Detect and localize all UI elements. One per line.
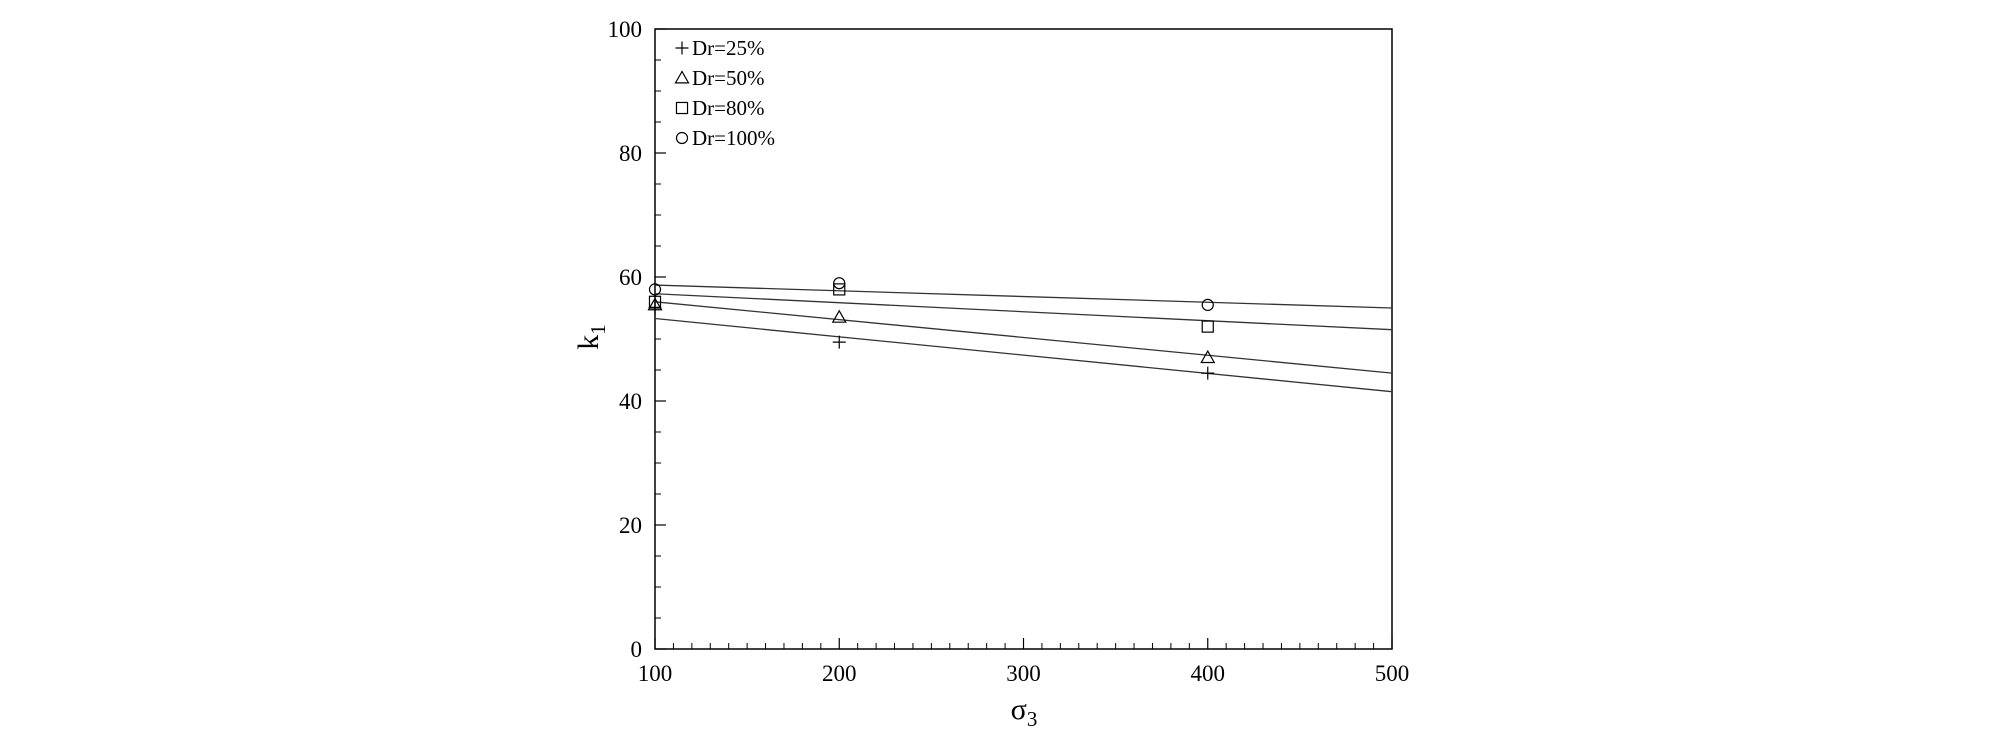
y-tick-labels: 0 20 40 60 80 100 [608, 17, 643, 662]
y-axis-title: k1 [572, 324, 610, 350]
data-point-dr-50 [647, 297, 663, 311]
legend-marker-dr-50 [674, 70, 690, 84]
data-point-dr-100 [833, 277, 846, 290]
y-axis-title-main: k [572, 335, 605, 350]
major-ticks [654, 28, 1393, 650]
data-point-dr-100 [648, 283, 662, 296]
data-point-dr-80 [648, 295, 662, 308]
x-tick-label: 200 [822, 661, 857, 686]
fit-lines [654, 284, 1393, 393]
legend-label-dr-50: Dr=50% [692, 66, 765, 90]
data-point-dr-80 [833, 283, 846, 296]
data-points [647, 277, 1216, 380]
legend-label-dr-25: Dr=25% [692, 36, 765, 60]
x-axis-title: σ3 [1011, 693, 1038, 731]
data-point-dr-50 [1200, 349, 1216, 364]
x-axis-title-main: σ [1011, 693, 1027, 726]
fit-line-dr-80 [654, 293, 1393, 331]
y-tick-label: 0 [631, 637, 643, 662]
legend-label-dr-100: Dr=100% [692, 126, 775, 150]
data-point-dr-80 [1201, 320, 1214, 333]
y-tick-label: 60 [619, 265, 642, 290]
minor-ticks [655, 59, 1375, 649]
data-point-dr-25 [832, 335, 846, 349]
fit-line-dr-25 [654, 317, 1393, 393]
x-axis-title-sub: 3 [1027, 707, 1038, 731]
data-point-dr-25 [1201, 366, 1215, 380]
data-point-dr-100 [1201, 298, 1214, 312]
plot-area [654, 28, 1393, 650]
y-tick-label: 40 [619, 389, 642, 414]
x-tick-label: 100 [638, 661, 673, 686]
y-tick-label: 20 [619, 513, 642, 538]
legend-label-dr-80: Dr=80% [692, 96, 765, 120]
legend-marker-dr-25 [675, 41, 689, 55]
y-axis-title-sub: 1 [586, 324, 610, 335]
fit-line-dr-50 [654, 301, 1393, 374]
y-tick-label: 80 [619, 141, 642, 166]
y-tick-label: 100 [608, 17, 643, 42]
legend: Dr=25% Dr=50% Dr=80% Dr=100% [674, 36, 775, 150]
x-tick-label: 300 [1006, 661, 1041, 686]
x-tick-label: 500 [1375, 661, 1410, 686]
data-point-dr-50 [831, 309, 847, 323]
legend-marker-dr-100 [675, 131, 689, 145]
x-tick-labels: 100 200 300 400 500 [638, 661, 1410, 686]
legend-marker-dr-80 [675, 101, 689, 115]
fit-line-dr-100 [654, 284, 1393, 309]
x-tick-label: 400 [1191, 661, 1226, 686]
data-point-dr-25 [648, 301, 662, 315]
